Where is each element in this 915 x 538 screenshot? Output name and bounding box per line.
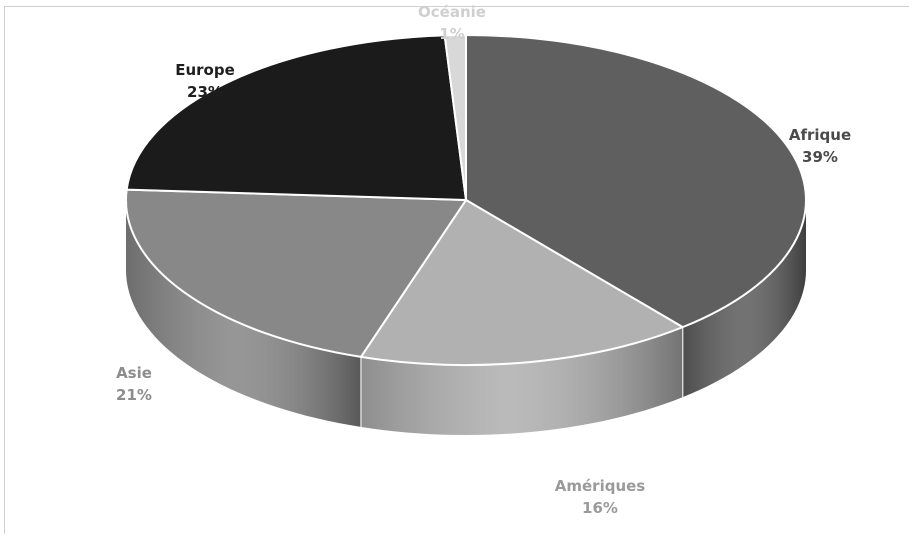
pie-label-value: 1% bbox=[439, 25, 464, 43]
chart-frame bbox=[4, 6, 909, 534]
pie-slice-océanie bbox=[443, 34, 467, 201]
pie-slice-asie bbox=[125, 188, 467, 358]
pie-label-category: Amériques bbox=[555, 477, 646, 495]
pie-label-category: Europe bbox=[175, 61, 235, 79]
pie-label-value: 39% bbox=[802, 148, 838, 166]
pie-label-value: 16% bbox=[582, 499, 618, 517]
pie-label-category: Océanie bbox=[418, 3, 486, 21]
pie-side-shade bbox=[126, 200, 361, 427]
pie-label-value: 21% bbox=[116, 386, 152, 404]
pie-label-value: 23% bbox=[187, 83, 223, 101]
pie-side-shade bbox=[682, 200, 806, 398]
pie-slice-amériques bbox=[359, 199, 684, 366]
pie-side-shade bbox=[360, 327, 683, 435]
pie-label-category: Afrique bbox=[789, 126, 851, 144]
pie-label-category: Asie bbox=[116, 364, 152, 382]
pie-slice-afrique bbox=[465, 34, 807, 329]
pie-slice-europe bbox=[125, 34, 467, 201]
